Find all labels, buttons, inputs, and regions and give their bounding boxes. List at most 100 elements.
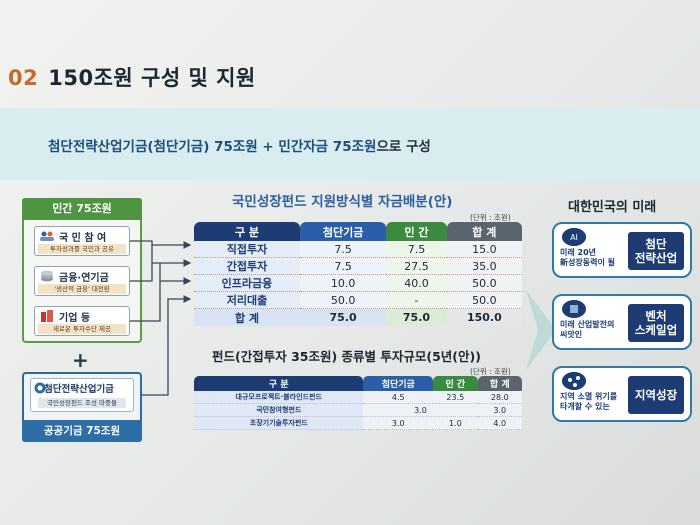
- page-title: 02 150조원 구성 및 지원: [8, 62, 256, 92]
- table-row: 국민참여형펀드 3.0 3.0: [194, 404, 522, 417]
- table-cell: 대규모프로젝트·블라인드펀드: [194, 391, 364, 404]
- column-header: 구 분: [194, 376, 364, 391]
- table-cell: -: [386, 292, 447, 309]
- table-cell: 23.5: [433, 391, 478, 404]
- table-cell: 50.0: [446, 275, 522, 292]
- summary-part-1: 첨단전략산업기금(첨단기금) 75조원 + 민간자금 75조원: [48, 139, 377, 155]
- future-box-venture: 미래 산업발전의 씨앗인 벤처 스케일업: [552, 294, 692, 350]
- column-header: 민 간: [386, 222, 447, 241]
- future-desc-line2: 씨앗인: [560, 330, 583, 339]
- fund-type-table-unit: (단위 : 조원): [470, 367, 511, 376]
- table-row: 간접투자 7.5 27.5 35.0: [194, 258, 522, 275]
- table-cell: 인프라금융: [194, 275, 300, 292]
- network-icon: [562, 372, 586, 390]
- future-desc-line1: 지역 소멸 위기를: [560, 392, 618, 401]
- public-fund-title: 공공기금 75조원: [22, 420, 142, 442]
- svg-text:AI: AI: [570, 233, 578, 242]
- future-desc-line1: 미래 산업발전의: [560, 320, 615, 329]
- table-header-row: 구 분 첨단기금 민 간 합 계: [194, 376, 522, 391]
- table-cell: 75.0: [386, 309, 447, 326]
- chevron-right-icon: [526, 290, 556, 370]
- ai-chip-icon: AI: [562, 228, 586, 246]
- fund-type-table: 구 분 첨단기금 민 간 합 계 대규모프로젝트·블라인드펀드 4.5 23.5…: [194, 376, 522, 430]
- summary-text: 첨단전략산업기금(첨단기금) 75조원 + 민간자금 75조원으로 구성: [48, 135, 431, 155]
- table-cell: 35.0: [446, 258, 522, 275]
- future-desc: 지역 소멸 위기를 타개할 수 있는: [560, 392, 617, 412]
- table-cell: 3.0: [363, 404, 478, 417]
- table-cell: 합 계: [194, 309, 300, 326]
- table-cell: 7.5: [299, 241, 387, 258]
- private-funds-title: 민간 75조원: [22, 198, 142, 220]
- column-header: 구 분: [194, 222, 300, 241]
- future-desc-line2: 타개할 수 있는: [560, 402, 610, 411]
- table-cell: 15.0: [446, 241, 522, 258]
- table-cell: 직접투자: [194, 241, 300, 258]
- column-header: 첨단기금: [299, 222, 387, 241]
- table-cell: 간접투자: [194, 258, 300, 275]
- future-desc-line1: 미래 20년: [560, 248, 596, 257]
- future-tag: 지역성장: [628, 376, 684, 414]
- table-cell: 초장기기술투자펀드: [194, 417, 364, 430]
- future-box-regional: 지역 소멸 위기를 타개할 수 있는 지역성장: [552, 366, 692, 422]
- future-title: 대한민국의 미래: [568, 200, 657, 215]
- future-box-advanced-industry: AI 미래 20년 新성장동력이 될 첨단 전략산업: [552, 222, 692, 278]
- citizen-participation-desc: 투자성과를 국민과 공유: [38, 244, 126, 254]
- future-tag: 벤처 스케일업: [628, 304, 684, 342]
- allocation-table-unit: (단위 : 조원): [470, 213, 511, 222]
- table-cell: 4.5: [363, 391, 434, 404]
- future-desc: 미래 20년 新성장동력이 될: [560, 248, 615, 268]
- chip-icon: [562, 300, 586, 318]
- people-icon: [40, 231, 54, 241]
- summary-part-2: 으로 구성: [376, 139, 431, 155]
- table-row: 대규모프로젝트·블라인드펀드 4.5 23.5 28.0: [194, 391, 522, 404]
- column-header: 합 계: [477, 376, 522, 391]
- table-cell: 7.5: [299, 258, 387, 275]
- citizen-participation-box: 국 민 참 여 투자성과를 국민과 공유: [34, 226, 130, 256]
- table-cell: 3.0: [477, 404, 522, 417]
- companies-label: 기업 등: [59, 313, 91, 324]
- table-cell: 1.0: [433, 417, 478, 430]
- section-title: 150조원 구성 및 지원: [48, 66, 256, 90]
- fund-type-table-title: 펀드(간접투자 35조원) 종류별 투자규모(5년(안)): [212, 349, 481, 364]
- allocation-table: 구 분 첨단기금 민 간 합 계 직접투자 7.5 7.5 15.0 간접투자 …: [194, 222, 522, 326]
- citizen-participation-label: 국 민 참 여: [59, 233, 107, 244]
- table-row: 저리대출 50.0 - 50.0: [194, 292, 522, 309]
- finance-pension-label: 금융·연기금: [59, 273, 109, 284]
- table-cell: 150.0: [446, 309, 522, 326]
- table-row: 인프라금융 10.0 40.0 50.0: [194, 275, 522, 292]
- future-desc: 미래 산업발전의 씨앗인: [560, 320, 614, 340]
- column-header: 첨단기금: [363, 376, 434, 391]
- table-cell: 27.5: [386, 258, 447, 275]
- table-cell: 저리대출: [194, 292, 300, 309]
- table-header-row: 구 분 첨단기금 민 간 합 계: [194, 222, 522, 241]
- table-row: 초장기기술투자펀드 3.0 1.0 4.0: [194, 417, 522, 430]
- fund-logo-icon: [34, 382, 46, 394]
- finance-pension-desc: '생산적 금융' 대전환: [38, 284, 126, 294]
- future-desc-line2: 新성장동력이 될: [560, 258, 615, 267]
- column-header: 합 계: [446, 222, 522, 241]
- table-cell: 10.0: [299, 275, 387, 292]
- table-cell: 3.0: [363, 417, 434, 430]
- table-cell: 28.0: [477, 391, 522, 404]
- column-header: 민 간: [433, 376, 478, 391]
- table-cell: 50.0: [446, 292, 522, 309]
- summary-banner: [0, 108, 700, 180]
- table-cell: 40.0: [386, 275, 447, 292]
- companies-desc: 새로운 투자수단 제공: [38, 324, 126, 334]
- coins-icon: [41, 270, 53, 282]
- strategic-fund-label: 첨단전략산업기금: [44, 384, 114, 395]
- table-total-row: 합 계 75.0 75.0 150.0: [194, 309, 522, 326]
- table-cell: 75.0: [299, 309, 387, 326]
- table-cell: 50.0: [299, 292, 387, 309]
- strategic-fund-desc: 국민성장펀드 조성 마중물: [38, 398, 126, 408]
- table-cell: 국민참여형펀드: [194, 404, 364, 417]
- section-number: 02: [8, 66, 39, 90]
- building-icon: [41, 310, 53, 322]
- allocation-table-title: 국민성장펀드 지원방식별 자금배분(안): [232, 194, 453, 210]
- plus-sign: +: [72, 348, 89, 372]
- table-cell: 7.5: [386, 241, 447, 258]
- table-cell: 4.0: [477, 417, 522, 430]
- finance-pension-box: 금융·연기금 '생산적 금융' 대전환: [34, 266, 130, 296]
- companies-box: 기업 등 새로운 투자수단 제공: [34, 306, 130, 336]
